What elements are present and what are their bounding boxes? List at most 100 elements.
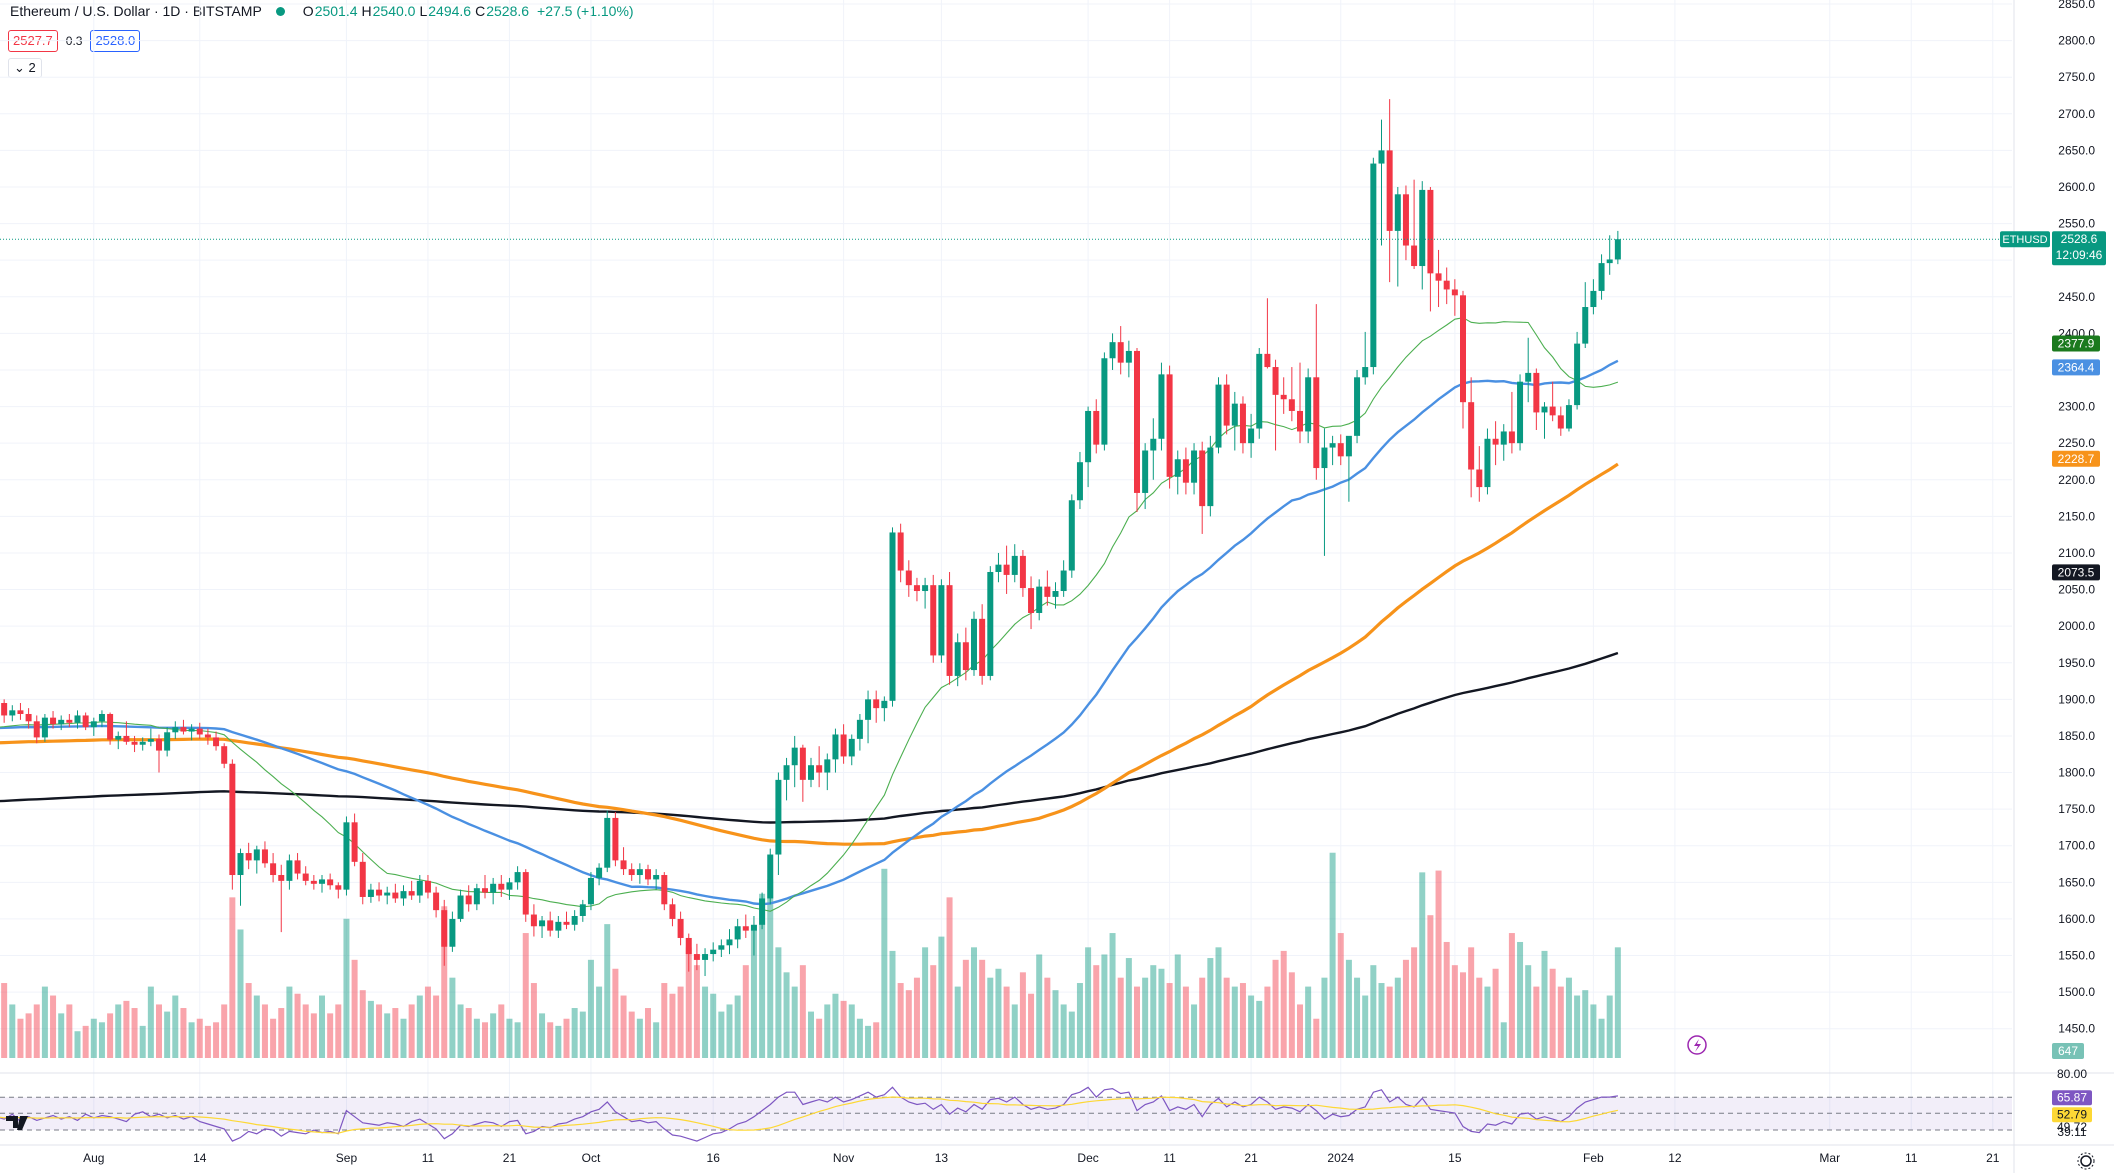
time-tick-label: Mar: [1819, 1151, 1840, 1165]
candle-body: [1313, 377, 1320, 469]
volume-bar: [1549, 968, 1556, 1058]
rsi-value-label: 80.00: [2057, 1067, 2087, 1081]
volume-tag: [2052, 1043, 2084, 1059]
rsi-value-label: 52.79: [2057, 1107, 2087, 1121]
candle-body: [1044, 586, 1051, 597]
candle-body: [50, 717, 57, 725]
candle-body: [1011, 555, 1018, 575]
volume-bar: [661, 983, 668, 1058]
candle-body: [98, 713, 105, 722]
volume-bar: [1614, 947, 1621, 1058]
price-tick-label: 2300.0: [2058, 400, 2095, 414]
candle-body: [1337, 443, 1344, 457]
candle-body: [563, 921, 570, 925]
volume-bar: [1060, 1004, 1067, 1058]
candle-body: [156, 738, 162, 751]
time-tick-label: Oct: [582, 1151, 601, 1165]
candle-body: [1174, 459, 1181, 477]
volume-bar: [221, 1004, 228, 1058]
candle-body: [840, 734, 847, 757]
volume-bar: [359, 990, 366, 1058]
volume-bar: [1468, 947, 1475, 1058]
candle-body: [359, 861, 366, 897]
high-value: 2540.0: [372, 3, 416, 19]
candle-body: [1068, 500, 1075, 571]
candle-body: [1305, 377, 1312, 432]
candle-body: [571, 916, 578, 925]
candle-body: [1614, 239, 1621, 260]
time-tick-label: Dec: [1077, 1151, 1098, 1165]
candle-body: [90, 721, 97, 728]
price-tick-label: 2650.0: [2058, 143, 2095, 157]
volume-bar: [759, 893, 766, 1058]
price-tick-label: 1950.0: [2058, 656, 2095, 670]
price-tick-label: 1750.0: [2058, 802, 2095, 816]
candle-body: [1606, 259, 1613, 264]
volume-bar: [938, 936, 945, 1058]
candle-body: [1582, 307, 1589, 344]
volume-bar: [1256, 1000, 1263, 1058]
candle-body: [1288, 399, 1295, 411]
price-tick-label: 2050.0: [2058, 583, 2095, 597]
volume-bar: [237, 929, 244, 1058]
candle-body: [710, 949, 717, 955]
candle-body: [1036, 586, 1043, 613]
gear-icon[interactable]: [2080, 1155, 2092, 1167]
volume-bar: [816, 1018, 823, 1058]
candle-body: [1215, 384, 1222, 448]
candle-body: [1280, 394, 1287, 400]
candle-body: [693, 954, 700, 960]
candle-body: [1109, 342, 1116, 359]
volume-bar: [1598, 1018, 1605, 1058]
volume-bar: [416, 995, 423, 1058]
candle-body: [1199, 450, 1206, 507]
volume-bar: [327, 1013, 334, 1058]
volume-bar: [1174, 954, 1181, 1058]
candle-body: [416, 880, 423, 896]
volume-bar: [294, 993, 301, 1058]
volume-bar: [33, 1004, 40, 1058]
volume-bar: [131, 1008, 138, 1058]
volume-bar: [628, 1011, 635, 1058]
candle-body: [188, 728, 195, 732]
symbol-title[interactable]: Ethereum / U.S. Dollar · 1D · BITSTAMP: [10, 3, 262, 19]
candle-body: [180, 727, 187, 732]
volume-bar: [302, 1004, 309, 1058]
volume-bar: [147, 986, 154, 1058]
candle-body: [1411, 245, 1418, 267]
candle-body: [1125, 350, 1132, 363]
volume-bar: [1345, 959, 1352, 1058]
time-tick-label: 11: [422, 1151, 435, 1165]
candle-body: [702, 954, 709, 960]
candle-body: [237, 853, 244, 876]
volume-bar: [351, 959, 358, 1058]
candle-body: [294, 860, 301, 874]
lightning-icon[interactable]: [1687, 1035, 1707, 1055]
volume-bar: [1337, 933, 1344, 1058]
volume-bar: [555, 1025, 562, 1058]
candle-body: [1256, 353, 1263, 429]
candle-body: [750, 924, 757, 931]
candle-body: [1076, 462, 1083, 501]
volume-bar: [1321, 977, 1328, 1058]
volume-bar: [571, 1008, 578, 1058]
candle-body: [905, 570, 912, 586]
candle-body: [1297, 410, 1303, 432]
price-tick-label: 1650.0: [2058, 875, 2095, 889]
price-tick-label: 2550.0: [2058, 217, 2095, 231]
candle-body: [1191, 450, 1198, 483]
candle-body: [172, 727, 179, 733]
last-price-label: 2528.6: [2061, 232, 2098, 246]
candle-body: [261, 849, 268, 864]
volume-bar: [473, 1018, 480, 1058]
volume-bar: [90, 1018, 97, 1058]
candle-body: [221, 746, 228, 764]
volume-bar: [1329, 852, 1336, 1058]
volume-bar: [278, 1008, 285, 1058]
candle-body: [253, 849, 260, 861]
candle-body: [1150, 438, 1157, 451]
candle-body: [1443, 280, 1450, 290]
candle-body: [33, 721, 40, 738]
candle-body: [457, 895, 464, 919]
